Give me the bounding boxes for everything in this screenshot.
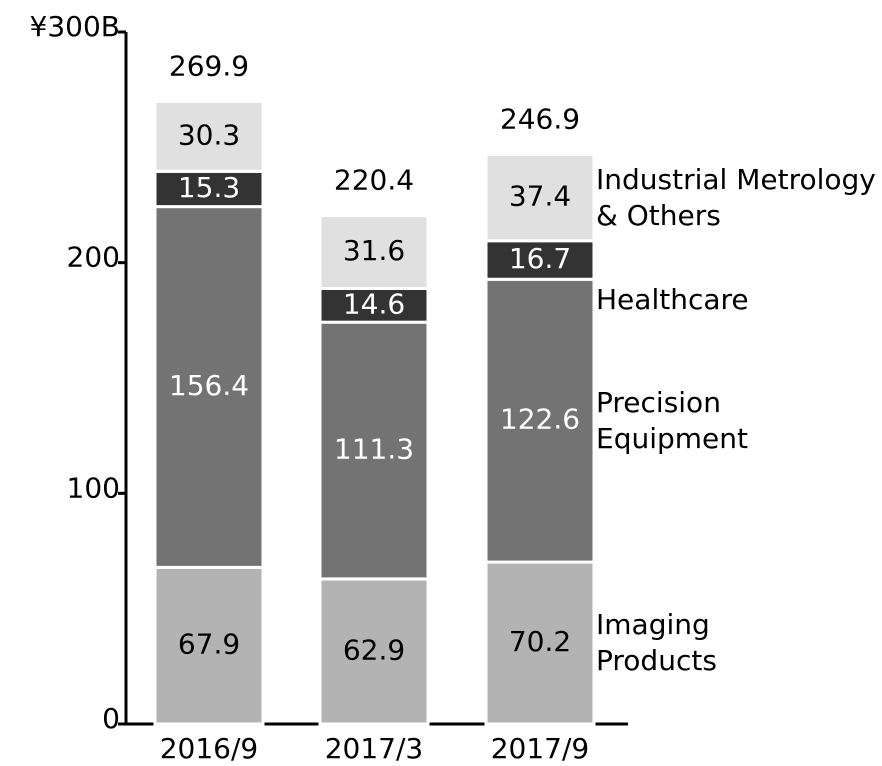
bar-segment (153, 99, 265, 173)
bar-segment (153, 205, 265, 569)
bar-segment (318, 214, 430, 291)
y-tick-label: 200 (67, 241, 120, 274)
total-label: 220.4 (334, 164, 414, 197)
legend-label: Imaging Products (596, 608, 717, 678)
value-label: 62.9 (343, 633, 405, 666)
value-label: 30.3 (178, 118, 240, 151)
value-label: 14.6 (343, 287, 405, 320)
value-label: 31.6 (343, 234, 405, 267)
value-label: 156.4 (169, 369, 249, 402)
bar-segment (153, 565, 265, 726)
bar-segment (318, 577, 430, 726)
value-label: 122.6 (500, 403, 580, 436)
y-tick-label: 0 (102, 702, 120, 735)
total-label: 246.9 (500, 102, 580, 135)
bar-segment (484, 152, 596, 243)
bar-segment (153, 169, 265, 209)
x-tick-label: 2017/3 (325, 732, 424, 765)
y-tick-label: 100 (67, 471, 120, 504)
value-label: 70.2 (509, 625, 571, 658)
bar-segment (318, 287, 430, 324)
value-label: 67.9 (178, 628, 240, 661)
legend-label: Industrial Metrology & Others (596, 162, 876, 232)
bar-segment (484, 277, 596, 564)
x-tick-label: 2017/9 (491, 732, 590, 765)
y-tick-label: ¥300B (30, 10, 120, 43)
value-label: 15.3 (178, 171, 240, 204)
value-label: 37.4 (509, 180, 571, 213)
bar-segment (484, 239, 596, 281)
total-label: 269.9 (169, 49, 249, 82)
value-label: 111.3 (334, 433, 414, 466)
legend-label: Healthcare (596, 283, 749, 316)
x-tick-label: 2016/9 (160, 732, 259, 765)
bar-segment (318, 320, 430, 581)
value-label: 16.7 (509, 242, 571, 275)
legend-label: Precision Equipment (596, 385, 748, 455)
